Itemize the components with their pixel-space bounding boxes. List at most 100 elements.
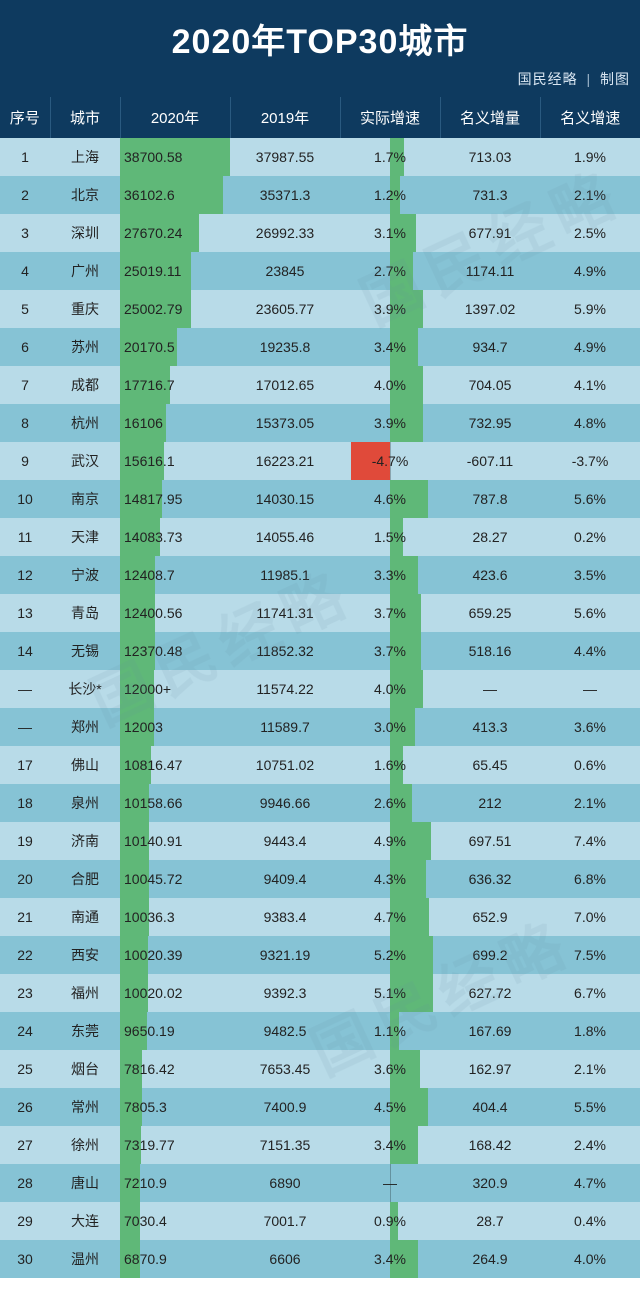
cell-nom-growth: 5.9% xyxy=(540,290,640,328)
cell-city: 济南 xyxy=(50,822,120,860)
cell-nom-growth: 4.8% xyxy=(540,404,640,442)
cell-nom-growth: 5.6% xyxy=(540,594,640,632)
cell-2019: 37987.55 xyxy=(230,138,340,176)
cell-real-growth: -4.7% xyxy=(340,442,440,480)
cell-nom-growth: 7.4% xyxy=(540,822,640,860)
cell-2019: 14055.46 xyxy=(230,518,340,556)
cell-rank: 14 xyxy=(0,632,50,670)
cell-2020: 7030.4 xyxy=(120,1202,230,1240)
cell-nom-delta: 704.05 xyxy=(440,366,540,404)
value-2020: 7805.3 xyxy=(120,1099,167,1115)
cell-nom-delta: 713.03 xyxy=(440,138,540,176)
cell-nom-delta: 162.97 xyxy=(440,1050,540,1088)
cell-2020: 14817.95 xyxy=(120,480,230,518)
table-row: 12宁波12408.711985.13.3%423.63.5% xyxy=(0,556,640,594)
table-row: 17佛山10816.4710751.021.6%65.450.6% xyxy=(0,746,640,784)
cell-rank: 8 xyxy=(0,404,50,442)
value-real-growth: 3.9% xyxy=(374,301,406,317)
table-row: 22西安10020.399321.195.2%699.27.5% xyxy=(0,936,640,974)
table-row: 30温州6870.966063.4%264.94.0% xyxy=(0,1240,640,1278)
value-real-growth: 2.7% xyxy=(374,263,406,279)
cell-nom-growth: 5.5% xyxy=(540,1088,640,1126)
cell-nom-growth: 0.6% xyxy=(540,746,640,784)
cell-nom-delta: 413.3 xyxy=(440,708,540,746)
value-real-growth: 3.6% xyxy=(374,1061,406,1077)
cell-2020: 38700.58 xyxy=(120,138,230,176)
value-real-growth: 3.0% xyxy=(374,719,406,735)
cell-nom-delta: 423.6 xyxy=(440,556,540,594)
cell-city: 杭州 xyxy=(50,404,120,442)
cell-city: 宁波 xyxy=(50,556,120,594)
value-2020: 12000+ xyxy=(120,681,171,697)
cell-2019: 23845 xyxy=(230,252,340,290)
value-real-growth: 4.9% xyxy=(374,833,406,849)
cell-rank: 28 xyxy=(0,1164,50,1202)
value-2020: 15616.1 xyxy=(120,453,175,469)
cell-2019: 19235.8 xyxy=(230,328,340,366)
cell-rank: 11 xyxy=(0,518,50,556)
col-header: 名义增速 xyxy=(540,97,640,138)
cell-rank: 7 xyxy=(0,366,50,404)
cell-rank: 25 xyxy=(0,1050,50,1088)
cell-2020: 20170.5 xyxy=(120,328,230,366)
cell-nom-growth: 2.5% xyxy=(540,214,640,252)
cell-real-growth: 3.4% xyxy=(340,328,440,366)
cell-2020: 12000+ xyxy=(120,670,230,708)
cell-rank: 26 xyxy=(0,1088,50,1126)
cell-city: 西安 xyxy=(50,936,120,974)
cell-city: 东莞 xyxy=(50,1012,120,1050)
cell-2020: 12400.56 xyxy=(120,594,230,632)
cell-2020: 10036.3 xyxy=(120,898,230,936)
cell-real-growth: 4.7% xyxy=(340,898,440,936)
cell-nom-growth: 7.0% xyxy=(540,898,640,936)
cell-nom-delta: 1397.02 xyxy=(440,290,540,328)
cell-real-growth: 4.5% xyxy=(340,1088,440,1126)
table-row: 4广州25019.11238452.7%1174.114.9% xyxy=(0,252,640,290)
value-real-growth: 3.4% xyxy=(374,1137,406,1153)
value-real-growth: 5.2% xyxy=(374,947,406,963)
cell-nom-delta: 404.4 xyxy=(440,1088,540,1126)
cell-2020: 10140.91 xyxy=(120,822,230,860)
cell-real-growth: 1.1% xyxy=(340,1012,440,1050)
cell-nom-growth: 1.9% xyxy=(540,138,640,176)
value-2020: 12408.7 xyxy=(120,567,175,583)
table-row: 5重庆25002.7923605.773.9%1397.025.9% xyxy=(0,290,640,328)
value-2020: 7319.77 xyxy=(120,1137,175,1153)
cell-2019: 7653.45 xyxy=(230,1050,340,1088)
value-real-growth: 1.7% xyxy=(374,149,406,165)
table-row: 10南京14817.9514030.154.6%787.85.6% xyxy=(0,480,640,518)
table-row: 11天津14083.7314055.461.5%28.270.2% xyxy=(0,518,640,556)
cell-real-growth: 4.0% xyxy=(340,366,440,404)
cell-city: 武汉 xyxy=(50,442,120,480)
cell-nom-growth: 3.6% xyxy=(540,708,640,746)
chart-credit: 国民经略 | 制图 xyxy=(0,69,640,97)
cell-2020: 9650.19 xyxy=(120,1012,230,1050)
cell-city: 温州 xyxy=(50,1240,120,1278)
value-real-growth: 1.5% xyxy=(374,529,406,545)
cell-2020: 36102.6 xyxy=(120,176,230,214)
cell-2019: 6606 xyxy=(230,1240,340,1278)
cell-real-growth: 5.1% xyxy=(340,974,440,1012)
value-2020: 10816.47 xyxy=(120,757,182,773)
cell-nom-delta: 1174.11 xyxy=(440,252,540,290)
chart-container: 2020年TOP30城市 国民经略 | 制图 序号城市2020年2019年实际增… xyxy=(0,0,640,1278)
value-real-growth: 3.7% xyxy=(374,643,406,659)
cell-2019: 16223.21 xyxy=(230,442,340,480)
cell-real-growth: 1.5% xyxy=(340,518,440,556)
cell-city: 常州 xyxy=(50,1088,120,1126)
col-header: 名义增量 xyxy=(440,97,540,138)
cell-2019: 9946.66 xyxy=(230,784,340,822)
cell-rank: 1 xyxy=(0,138,50,176)
cell-rank: 13 xyxy=(0,594,50,632)
table-row: 26常州7805.3 7400.94.5%404.45.5% xyxy=(0,1088,640,1126)
cell-real-growth: 3.9% xyxy=(340,290,440,328)
cell-rank: 5 xyxy=(0,290,50,328)
cell-2019: 15373.05 xyxy=(230,404,340,442)
cell-2020: 25002.79 xyxy=(120,290,230,328)
cell-2019: 7400.9 xyxy=(230,1088,340,1126)
cell-city: 广州 xyxy=(50,252,120,290)
value-2020: 20170.5 xyxy=(120,339,175,355)
value-real-growth: 4.0% xyxy=(374,377,406,393)
cell-real-growth: 4.3% xyxy=(340,860,440,898)
cell-city: 郑州 xyxy=(50,708,120,746)
